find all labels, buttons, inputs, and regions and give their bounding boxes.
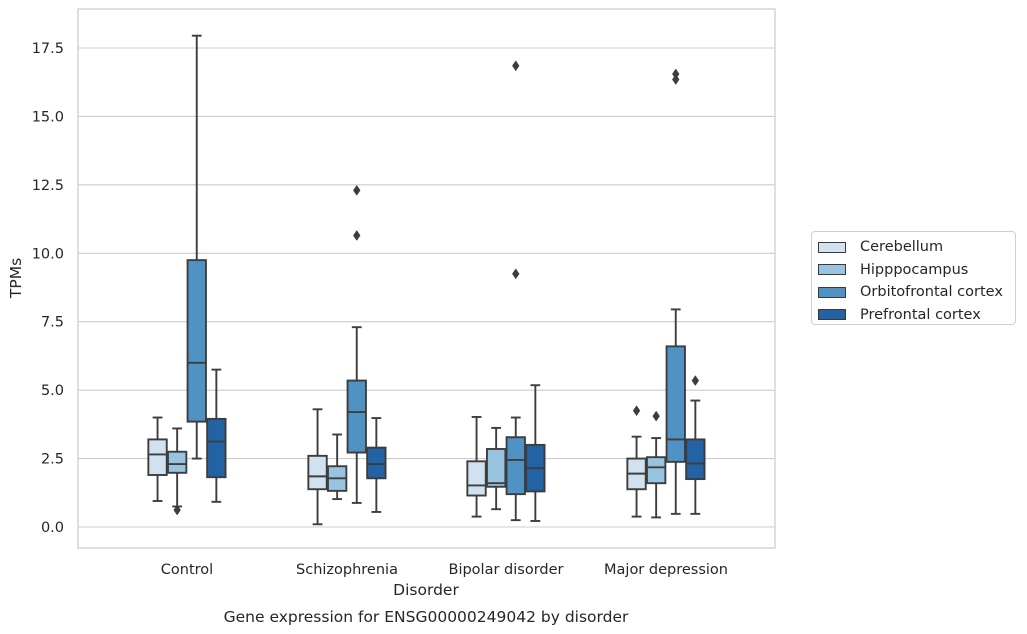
outlier-point [672,74,680,85]
box-iqr [147,438,168,476]
box-iqr [366,446,387,480]
legend-item: Orbitofrontal cortex [818,281,1015,304]
box-3-3 [685,375,706,515]
outlier-point [632,405,641,417]
y-axis-label: TPMs [7,258,25,299]
box-3-1 [646,410,667,519]
box-iqr [346,379,367,454]
box-iqr [685,438,706,481]
box-0-3 [206,368,227,503]
y-tick-label: 10.0 [32,246,64,262]
y-tick-label: 15.0 [32,109,64,125]
outlier-point [652,410,660,422]
box-2-2 [505,60,526,522]
box-2-1 [486,426,507,511]
legend-swatch [818,264,846,276]
box-1-2 [346,184,367,504]
x-tick-label: Schizophrenia [296,562,398,578]
box-iqr [505,436,526,496]
outlier-point [353,184,361,196]
box-iqr [206,417,227,479]
y-tick-label: 12.5 [32,178,64,194]
box-0-1 [166,427,188,516]
box-1-0 [307,408,328,526]
y-tick-label: 5.0 [41,383,64,399]
box-iqr [466,460,487,497]
box-iqr [166,450,188,474]
x-tick-label: Control [161,562,213,578]
legend-swatch [818,286,846,298]
outlier-point [512,268,520,280]
box-iqr [486,448,507,488]
y-tick-label: 7.5 [41,315,64,331]
legend-item: Cerebellum [818,236,1015,259]
legend-item: Prefrontal cortex [818,304,1015,327]
legend: Cerebellum Hipppocampus Orbitofrontal co… [811,231,1016,325]
box-3-0 [626,405,647,518]
box-iqr [307,454,328,491]
legend-label: Hipppocampus [860,261,969,278]
box-iqr [186,259,207,423]
outlier-point [672,68,680,80]
legend-label: Orbitofrontal cortex [860,284,1003,301]
legend-label: Prefrontal cortex [860,306,981,323]
x-tick-label: Bipolar disorder [449,562,564,578]
box-1-3 [366,417,387,513]
y-tick-label: 17.5 [32,41,64,57]
box-3-2 [665,68,686,515]
box-iqr [665,345,686,463]
box-2-3 [525,384,546,522]
x-axis-label: Disorder [393,581,459,599]
outlier-point [173,504,181,516]
legend-swatch [818,309,846,321]
outlier-point [353,230,361,241]
box-0-2 [186,34,207,460]
legend-swatch [818,241,846,253]
outlier-point [512,60,520,72]
y-tick-labels: 0.0 2.5 5.0 7.5 10.0 12.5 15.0 17.5 [32,41,64,536]
x-tick-labels: Control Schizophrenia Bipolar disorder Majo… [161,562,728,578]
outlier-point [691,375,700,387]
y-tick-label: 2.5 [41,452,64,468]
legend-item: Hipppocampus [818,259,1015,282]
chart-caption: Gene expression for ENSG00000249042 by d… [224,608,629,626]
box-2-0 [466,416,487,518]
box-0-0 [147,416,168,502]
x-tick-label: Major depression [604,562,728,578]
box-1-1 [327,433,348,501]
box-iqr [646,456,667,485]
y-tick-label: 0.0 [41,520,64,536]
box-groups [147,34,706,526]
legend-label: Cerebellum [860,239,944,256]
